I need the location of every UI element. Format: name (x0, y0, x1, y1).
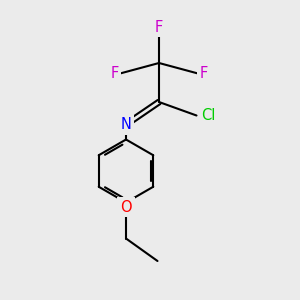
Text: O: O (120, 200, 132, 214)
Text: F: F (155, 20, 163, 34)
Text: F: F (110, 66, 118, 81)
Text: F: F (200, 66, 208, 81)
Text: N: N (121, 117, 131, 132)
Text: Cl: Cl (201, 108, 215, 123)
